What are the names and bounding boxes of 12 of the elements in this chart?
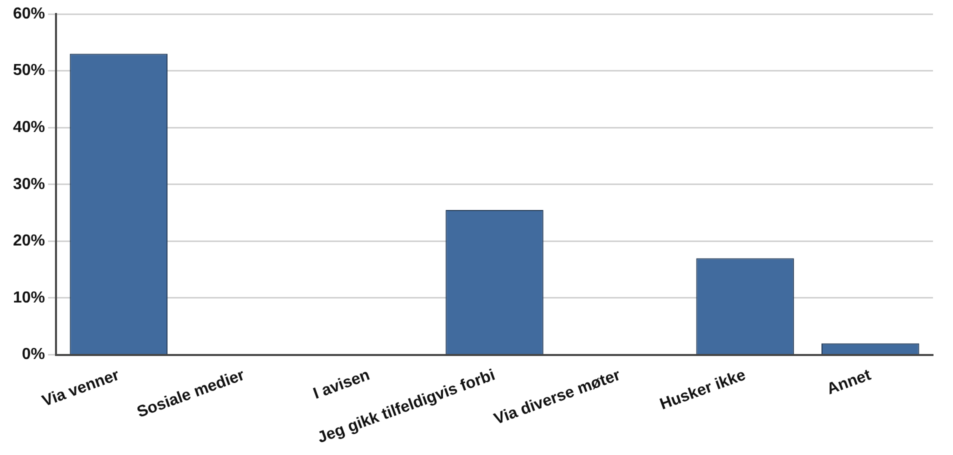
y-tick-label: 20% — [12, 232, 46, 250]
x-tick-label: Via venner — [40, 366, 122, 410]
x-tick-label: Sosiale medier — [134, 366, 247, 422]
y-tick-label: 10% — [12, 289, 46, 306]
y-tick-label: 0% — [22, 346, 46, 364]
x-tick-label: Annet — [824, 366, 874, 398]
y-tick-label: 40% — [12, 119, 46, 136]
x-tick-label: Husker ikke — [658, 366, 748, 414]
y-tick-label: 50% — [12, 62, 46, 80]
x-tick-label: I avisen — [311, 366, 372, 403]
y-tick-label: 60% — [12, 5, 46, 22]
y-tick-label: 30% — [12, 176, 46, 193]
